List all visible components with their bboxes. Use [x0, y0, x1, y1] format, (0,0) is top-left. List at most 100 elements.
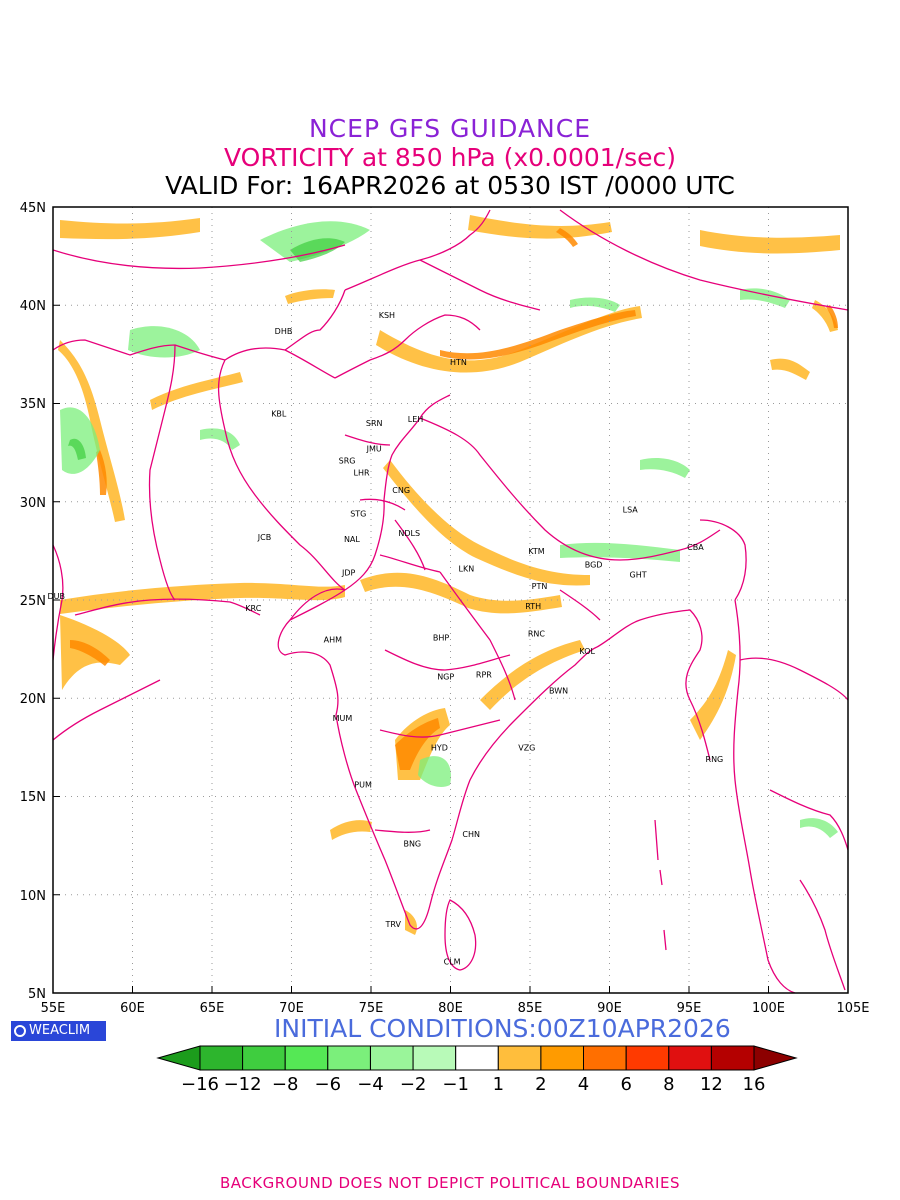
colorbar-label: 2 [535, 1074, 546, 1095]
colorbar-label: −2 [400, 1074, 427, 1095]
x-tick-label: 75E [359, 1001, 384, 1016]
city-label-jdp: JDP [341, 569, 356, 578]
city-label-mum: MUM [333, 714, 353, 723]
x-tick-label: 60E [120, 1001, 145, 1016]
colorbar-label: −16 [181, 1074, 219, 1095]
colorbar-box [583, 1045, 627, 1071]
city-label-bwn: BWN [549, 686, 568, 695]
city-label-lsa: LSA [623, 506, 639, 515]
colorbar-label: 8 [663, 1074, 674, 1095]
city-label-stg: STG [350, 510, 366, 519]
y-tick-label: 45N [20, 201, 46, 216]
colorbar-label: 6 [620, 1074, 631, 1095]
boundaries [53, 209, 848, 993]
city-label-bgd: BGD [585, 561, 603, 570]
colorbar-min-arrow [156, 1045, 201, 1071]
x-tick-label: 65E [200, 1001, 225, 1016]
axis-ticks [52, 206, 849, 994]
colorbar-box [284, 1045, 329, 1071]
colorbar-box [497, 1045, 542, 1071]
colorbar-max-arrow [753, 1045, 798, 1071]
x-tick-label: 85E [518, 1001, 543, 1016]
city-label-ksh: KSH [379, 311, 395, 320]
colorbar-boxes [156, 1045, 798, 1071]
x-tick-label: 80E [438, 1001, 463, 1016]
title-variable: VORTICITY at 850 hPa (x0.0001/sec) [223, 143, 676, 172]
vorticity-field [58, 215, 840, 935]
city-label-pum: PUM [354, 781, 372, 790]
x-tick-label: 105E [836, 1001, 869, 1016]
y-tick-label: 40N [20, 299, 46, 314]
city-label-ptn: PTN [532, 582, 548, 591]
colorbar-label: 16 [743, 1074, 766, 1095]
colorbar-box [455, 1045, 499, 1071]
footer-disclaimer: BACKGROUND DOES NOT DEPICT POLITICAL BOU… [220, 1174, 680, 1192]
graticule [53, 207, 848, 993]
city-label-bhp: BHP [433, 633, 450, 642]
city-label-ngp: NGP [437, 673, 454, 682]
title-model: NCEP GFS GUIDANCE [308, 114, 591, 143]
city-label-srg: SRG [339, 457, 356, 466]
colorbar-label: −8 [272, 1074, 299, 1095]
colorbar-box [625, 1045, 670, 1071]
city-label-leh: LEH [408, 415, 424, 424]
city-label-trv: TRV [385, 920, 402, 929]
weaclim-logo-badge: WEACLIM [11, 1021, 106, 1041]
city-label-ktm: KTM [528, 547, 545, 556]
city-label-cba: CBA [687, 543, 704, 552]
city-label-nal: NAL [344, 535, 360, 544]
colorbar-label: 1 [493, 1074, 504, 1095]
city-label-htn: HTN [450, 358, 467, 367]
city-label-dhb: DHB [275, 327, 293, 336]
city-label-rpr: RPR [476, 671, 492, 680]
city-label-ahm: AHM [324, 635, 342, 644]
x-tick-label: 95E [677, 1001, 702, 1016]
colorbar-label: −1 [442, 1074, 469, 1095]
colorbar-label: 12 [700, 1074, 723, 1095]
y-tick-label: 35N [20, 397, 46, 412]
globe-icon [14, 1025, 26, 1037]
colorbar-label: −12 [224, 1074, 262, 1095]
city-label-jmu: JMU [366, 445, 382, 454]
colorbar-box [540, 1045, 585, 1071]
city-label-rth: RTH [525, 602, 541, 611]
colorbar-box [710, 1045, 755, 1071]
vorticity-map: 55E 60E 65E 70E 75E 80E 85E 90E 95E 100E… [20, 201, 870, 1016]
city-label-jcb: JCB [257, 533, 271, 542]
colorbar-box [327, 1045, 371, 1071]
city-label-ght: GHT [630, 571, 647, 580]
colorbar-label: −4 [357, 1074, 384, 1095]
city-label-kol: KOL [579, 647, 595, 656]
colorbar-box [370, 1045, 414, 1071]
y-tick-label: 15N [20, 790, 46, 805]
city-label-rng: RNG [706, 755, 724, 764]
city-label-ndls: NDLS [398, 529, 420, 538]
city-label-chn: CHN [462, 830, 480, 839]
city-label-clm: CLM [444, 958, 461, 967]
y-tick-label: 25N [20, 594, 46, 609]
y-tick-label: 10N [20, 889, 46, 904]
colorbar-box [199, 1045, 244, 1071]
city-label-krc: KRC [245, 604, 261, 613]
city-label-hyd: HYD [431, 743, 448, 752]
x-tick-label: 70E [279, 1001, 304, 1016]
city-label-kbl: KBL [271, 409, 287, 418]
y-tick-label: 30N [20, 496, 46, 511]
colorbar-label: −6 [315, 1074, 342, 1095]
city-label-rnc: RNC [528, 629, 546, 638]
colorbar-box [412, 1045, 457, 1071]
y-tick-label: 5N [28, 987, 46, 1002]
colorbar-box [242, 1045, 286, 1071]
city-label-cng: CNG [392, 486, 410, 495]
x-tick-label: 90E [597, 1001, 622, 1016]
city-label-srn: SRN [366, 419, 383, 428]
colorbar-box [668, 1045, 712, 1071]
x-tick-label: 55E [41, 1001, 66, 1016]
colorbar-labels: −16 −12 −8 −6 −4 −2 −1 1 2 4 6 8 12 16 [181, 1074, 765, 1095]
city-labels: DHB KSH HTN KBL SRN LEH JMU SRG LHR CNG LSA STG JCB N… [47, 311, 724, 967]
city-label-dub: DUB [47, 592, 65, 601]
colorbar-label: 4 [578, 1074, 589, 1095]
city-label-lhr: LHR [353, 468, 369, 477]
y-tick-label: 20N [20, 692, 46, 707]
badge-label: WEACLIM [29, 1023, 91, 1038]
